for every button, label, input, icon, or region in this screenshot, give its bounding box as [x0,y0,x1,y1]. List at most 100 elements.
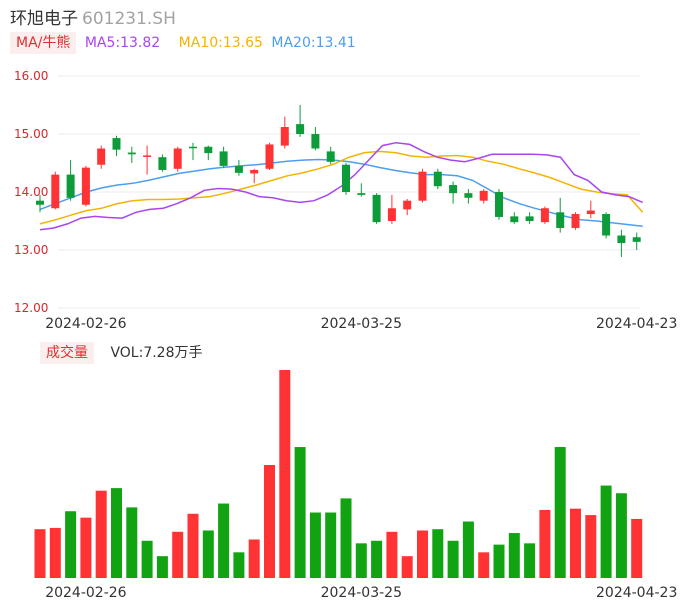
volume-bar [294,447,306,578]
ma5-label: MA5:13.82 [84,35,161,51]
candle-body [556,212,565,228]
volume-bar [615,493,627,578]
ma10-line [39,150,644,225]
ma-type-tag[interactable]: MA/牛熊 [10,32,77,54]
volume-bar [508,533,520,578]
volume-bar [65,511,77,578]
volume-tag[interactable]: 成交量 [40,342,94,364]
volume-bar [554,447,566,578]
volume-bar [111,488,122,578]
volume-bar [478,552,490,578]
x-tick-label: 2024-04-23 [596,316,677,332]
candle-body [525,216,534,221]
volume-bar [264,465,275,578]
ma10-label: MA10:13.65 [178,35,263,51]
candle-body [143,155,152,157]
candle-body [81,167,90,205]
candle-body [173,148,182,169]
volume-bar [187,513,199,578]
candle-body [219,151,228,166]
volume-bar [218,503,230,578]
candle-body [586,210,595,215]
y-tick-label: 13.00 [14,243,48,257]
candle-body [632,237,641,242]
volume-bar [95,490,107,578]
candle-body [372,194,381,223]
volume-bar [462,521,474,578]
candle-body [97,148,106,165]
volume-bar [401,556,413,578]
candle-body [540,208,549,223]
volume-bar [432,529,444,578]
volume-bar [202,530,214,578]
candle-body [311,134,320,149]
stock-title: 环旭电子 601231.SH [10,4,176,29]
volume-bar [309,512,321,578]
candle-body [357,193,366,195]
volume-bar [156,556,168,578]
ma-legend: MA/牛熊 MA5:13.82 MA10:13.65 MA20:13.41 [10,32,356,54]
volume-bar [447,540,459,578]
stock-name: 环旭电子 [10,9,78,29]
x-tick-label: 2024-03-25 [321,316,402,332]
stock-code: 601231.SH [82,9,176,29]
volume-bar [417,530,428,578]
volume-bar [600,485,612,578]
candle-body [418,171,427,201]
volume-bar [355,543,367,578]
volume-bar [325,512,337,578]
volume-bar [570,508,581,578]
candle-body [158,157,167,170]
candle-body [617,235,626,244]
candle-body [403,200,412,210]
candle-body [127,152,136,155]
volume-bar [248,539,260,578]
x-tick-label: 2024-03-25 [321,585,402,601]
y-tick-label: 12.00 [14,301,48,315]
volume-bar [80,517,92,578]
volume-bar [279,370,291,578]
volume-bar [539,509,551,578]
x-tick-label: 2024-02-26 [45,585,126,601]
volume-bar [386,531,398,578]
candle-body [36,200,44,205]
candle-body [250,169,259,174]
y-tick-label: 16.00 [14,69,48,83]
volume-bar [371,540,383,578]
candle-body [326,151,335,162]
y-tick-label: 14.00 [14,185,48,199]
ma5-line [39,141,643,231]
volume-bar [34,529,46,578]
volume-bar [126,507,138,578]
candle-body [51,174,60,209]
candle-body [296,124,305,134]
candle-body [204,146,213,154]
candle-body [479,190,488,201]
candle-body [234,165,243,173]
candle-body [189,146,197,149]
candle-body [571,214,580,228]
volume-bar [172,531,184,578]
candle-body [449,185,458,194]
candle-body [112,138,121,150]
candle-body [464,193,473,198]
candle-body [342,164,350,192]
volume-bar [524,543,536,578]
candle-body [387,208,396,221]
ma20-line [39,158,643,227]
y-tick-label: 15.00 [14,127,48,141]
volume-bar [585,515,597,578]
candle-body [495,192,503,217]
volume-bar [233,552,245,578]
candle-body [510,216,519,223]
volume-bar [631,518,643,578]
candle-body [265,144,274,169]
x-tick-label: 2024-04-23 [596,585,677,601]
volume-bar [340,498,352,578]
volume-value: VOL:7.28万手 [110,345,203,361]
volume-bar [493,544,505,578]
candle-body [280,127,289,146]
x-tick-label: 2024-02-26 [45,316,126,332]
candle-body [66,174,75,198]
